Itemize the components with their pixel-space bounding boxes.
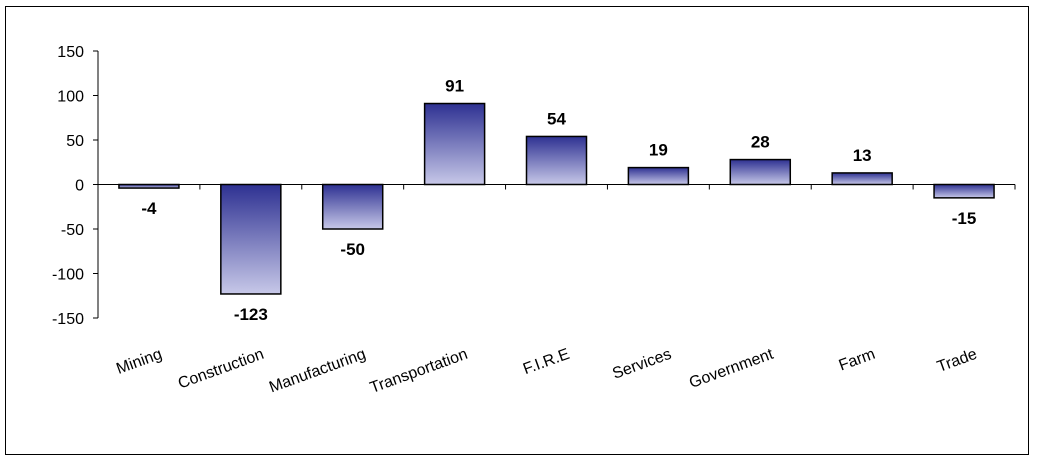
y-tick-label: -50 <box>61 222 84 239</box>
x-tick-label: Farm <box>837 346 878 375</box>
data-label: 28 <box>751 133 770 152</box>
y-tick-label: -100 <box>52 267 84 284</box>
data-label: -123 <box>234 305 268 324</box>
data-label: 19 <box>649 141 668 160</box>
bar-government <box>729 158 792 186</box>
data-label: -4 <box>141 199 157 218</box>
bar-f-i-r-e <box>525 135 588 186</box>
y-tick-label: -150 <box>52 311 84 328</box>
data-labels: -4 -123 -50 91 54 19 28 13 -15 <box>141 77 976 324</box>
bar-transportation <box>423 102 486 186</box>
bar-trade <box>933 183 995 199</box>
bars <box>118 102 995 295</box>
bar-mining <box>118 183 180 189</box>
data-label: -15 <box>952 209 977 228</box>
y-tick-labels: 150 100 50 0 -50 -100 -150 <box>52 44 84 328</box>
x-tick-label: Mining <box>114 346 164 378</box>
bar-farm <box>831 172 893 186</box>
y-tick-label: 150 <box>57 44 84 61</box>
x-tick-label: Transportation <box>368 346 470 397</box>
bar-services <box>627 166 690 186</box>
y-tick-label: 50 <box>66 133 84 150</box>
x-tick-label: Services <box>610 346 673 383</box>
x-tick-label: Trade <box>935 346 980 376</box>
data-label: 13 <box>853 146 872 165</box>
x-tick-labels: Mining Construction Manufacturing Transport… <box>114 346 979 397</box>
x-tick-label: Manufacturing <box>267 346 368 397</box>
data-label: 54 <box>547 109 566 128</box>
bar-construction <box>220 183 282 295</box>
x-tick-label: Construction <box>176 346 266 393</box>
data-label: 91 <box>445 77 464 96</box>
y-tick-label: 100 <box>57 89 84 106</box>
bar-manufacturing <box>321 183 384 230</box>
x-tick-label: F.I.R.E <box>521 346 572 378</box>
data-label: -50 <box>340 240 365 259</box>
x-tick-label: Government <box>687 346 776 392</box>
chart-frame <box>5 6 1029 455</box>
y-tick-label: 0 <box>75 178 84 195</box>
